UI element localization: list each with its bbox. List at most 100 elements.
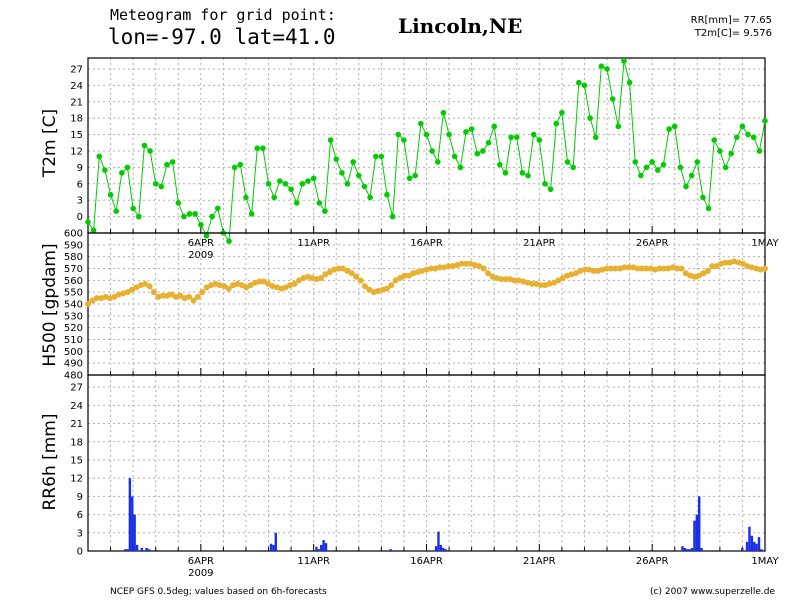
t2m-point [474, 150, 481, 157]
t2m-point [508, 134, 514, 141]
t2m-point [322, 208, 328, 214]
h500-point [643, 265, 650, 272]
t2m-point [553, 120, 560, 127]
t2m-point [660, 161, 667, 168]
t2m-point [203, 232, 210, 239]
rr6h-bar [686, 549, 689, 551]
t2m-point [559, 109, 565, 116]
h500-point [199, 289, 206, 296]
t2m-point [277, 178, 283, 184]
rr6h-bar [147, 549, 151, 551]
rr6h-bar [698, 496, 701, 551]
t2m-point [576, 79, 582, 86]
h500-point [256, 278, 263, 285]
rr6h-bar [442, 547, 445, 551]
t2m-point [434, 159, 441, 165]
t2m-point [451, 153, 458, 160]
h500-point [142, 280, 149, 287]
t2m-point [85, 219, 91, 225]
t2m-point [96, 153, 103, 160]
t2m-point [293, 200, 300, 206]
h500-point [674, 265, 681, 272]
t2m-point [423, 131, 430, 138]
h500-point [194, 293, 201, 300]
h500-point [581, 266, 588, 273]
h500-point [696, 272, 703, 279]
location-name: Lincoln,NE [398, 14, 522, 38]
t2m-point [513, 134, 520, 141]
rr6h-bar [131, 496, 134, 551]
h500-point [291, 280, 298, 287]
h500-point [186, 293, 193, 300]
h500-ytick-label: 570 [64, 264, 83, 275]
caption-line-1: Meteogram for grid point: [110, 6, 336, 24]
h500-point [590, 267, 597, 274]
t2m-point [762, 118, 768, 124]
t2m-point [525, 172, 531, 179]
t2m-point [756, 148, 763, 154]
t2m-point [226, 238, 232, 245]
rr6h-xtick-label: 16APR [410, 556, 443, 567]
h500-point [93, 295, 100, 302]
h500-point [353, 273, 360, 280]
t2m-point [107, 191, 114, 198]
h500-point [608, 265, 615, 272]
t2m-ytick-label: 21 [70, 97, 83, 108]
rr6h-bar [437, 531, 440, 551]
rr6h-bar [741, 547, 744, 551]
h500-ytick-label: 530 [64, 311, 83, 322]
rr6h-bar [389, 549, 392, 551]
h500-point [124, 289, 131, 296]
h500-point [221, 283, 228, 290]
t2m-point [401, 137, 407, 143]
data-source-note: NCEP GFS 0.5deg; values based on 6h-fore… [110, 587, 327, 597]
t2m-point [248, 211, 255, 217]
rr6h-year-label: 2009 [188, 568, 213, 579]
rr6h-xtick-label: 1MAY [751, 556, 779, 567]
t2m-point [198, 221, 204, 228]
h500-point [722, 259, 729, 266]
h500-point [89, 297, 96, 304]
t2m-point [135, 213, 142, 220]
rr6h-xtick-label: 11APR [297, 556, 330, 567]
h500-point [357, 277, 364, 284]
rr6h-bar [688, 549, 691, 551]
h500-point [612, 265, 619, 272]
t2m-point [728, 150, 734, 157]
t2m-point [158, 183, 165, 190]
rr6h-ytick-label: 18 [70, 437, 83, 448]
t2m-year-label: 2009 [188, 250, 213, 261]
copyright-note: (c) 2007 www.superzelle.de [650, 587, 775, 597]
t2m-point [395, 131, 402, 138]
rr6h-bar [681, 546, 684, 551]
t2m-point [344, 180, 351, 187]
rr6h-xtick-label: 6APR [188, 556, 214, 567]
h500-point [177, 292, 184, 299]
h500-point [146, 283, 153, 290]
h500-ytick-label: 600 [64, 229, 83, 240]
t2m-point [231, 164, 238, 171]
rr6h-ytick-label: 3 [77, 528, 83, 539]
h500-point [529, 280, 536, 287]
h500-point [397, 274, 404, 281]
rr6h-bar [126, 549, 129, 551]
h500-point [243, 284, 250, 291]
t2m-ytick-label: 18 [70, 114, 83, 125]
t2m-point [214, 205, 221, 212]
t2m-point [457, 164, 464, 171]
h500-point [740, 260, 747, 267]
t2m-point [418, 120, 424, 127]
t2m-point [119, 170, 125, 176]
t2m-point [547, 186, 554, 193]
t2m-point [581, 82, 588, 89]
t2m-point [632, 159, 639, 165]
h500-point [282, 284, 289, 291]
rr6h-ytick-label: 27 [70, 383, 83, 394]
h500-point [348, 270, 355, 277]
rr6h-bar [753, 541, 756, 551]
rr6h-bar [748, 526, 751, 551]
h500-point [634, 265, 641, 272]
t2m-point [615, 123, 622, 130]
